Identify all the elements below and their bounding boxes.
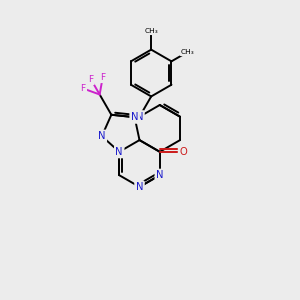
- Text: O: O: [179, 147, 187, 157]
- Text: F: F: [88, 75, 94, 84]
- Text: F: F: [81, 84, 86, 93]
- Text: F: F: [100, 73, 105, 82]
- Text: N: N: [131, 112, 138, 122]
- Text: N: N: [136, 112, 143, 122]
- Text: CH₃: CH₃: [144, 28, 158, 34]
- Text: CH₃: CH₃: [181, 49, 195, 55]
- Text: N: N: [116, 147, 123, 157]
- Text: N: N: [98, 131, 106, 141]
- Text: N: N: [156, 170, 164, 180]
- Text: N: N: [136, 182, 143, 192]
